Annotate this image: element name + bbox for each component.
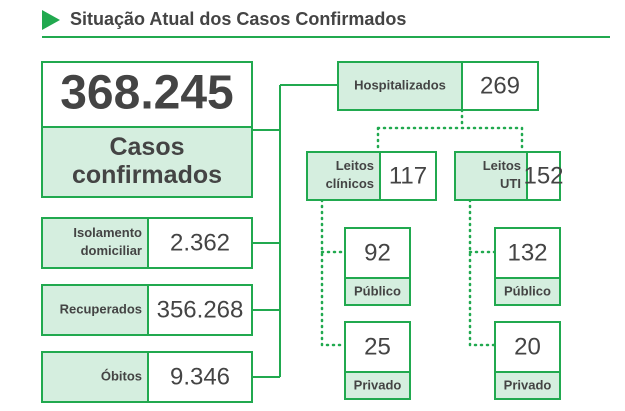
label-box <box>306 151 381 201</box>
sector-label: Público <box>354 283 401 298</box>
dotted-connector <box>320 198 347 347</box>
bed-value: 152 <box>523 162 563 189</box>
value-box <box>494 227 561 279</box>
value-box <box>147 284 253 336</box>
dotted-connector <box>376 108 524 154</box>
status-value: 9.346 <box>170 363 230 390</box>
label-box <box>344 277 411 306</box>
status-label: Isolamento domiciliar <box>73 225 142 258</box>
total-label-box <box>41 126 253 198</box>
status-label: Óbitos <box>101 368 142 383</box>
total-value: 368.245 <box>60 67 234 120</box>
value-box <box>147 351 253 403</box>
title-marker <box>42 10 60 30</box>
sector-value: 25 <box>364 333 391 360</box>
sector-value: 92 <box>364 239 391 266</box>
label-box <box>454 151 528 201</box>
value-box <box>344 321 411 373</box>
status-label: Recuperados <box>60 301 142 316</box>
value-box <box>344 227 411 279</box>
label-box <box>41 351 149 403</box>
connector <box>252 84 338 378</box>
hospitalized-value: 269 <box>480 72 520 99</box>
sector-value: 20 <box>514 333 541 360</box>
bed-value: 117 <box>389 162 427 189</box>
value-box <box>147 217 253 269</box>
label-box <box>494 371 561 400</box>
status-value: 2.362 <box>170 229 230 256</box>
value-box <box>494 321 561 373</box>
label-box <box>344 371 411 400</box>
sector-label: Privado <box>354 377 402 392</box>
dotted-connector <box>468 198 497 347</box>
label-box <box>494 277 561 306</box>
bed-label: Leitos UTI <box>483 158 521 191</box>
label-box <box>41 217 149 269</box>
value-box <box>379 151 437 201</box>
value-box <box>461 61 539 111</box>
label-box <box>41 284 149 336</box>
title: Situação Atual dos Casos Confirmados <box>70 9 406 29</box>
value-box <box>526 151 561 201</box>
sector-label: Público <box>504 283 551 298</box>
label-box <box>337 61 463 111</box>
sector-value: 132 <box>507 239 547 266</box>
status-value: 356.268 <box>157 296 244 323</box>
total-label: Casos confirmados <box>72 133 222 189</box>
bed-label: Leitos clínicos <box>326 158 374 191</box>
sector-label: Privado <box>504 377 552 392</box>
hospitalized-label: Hospitalizados <box>354 77 446 92</box>
